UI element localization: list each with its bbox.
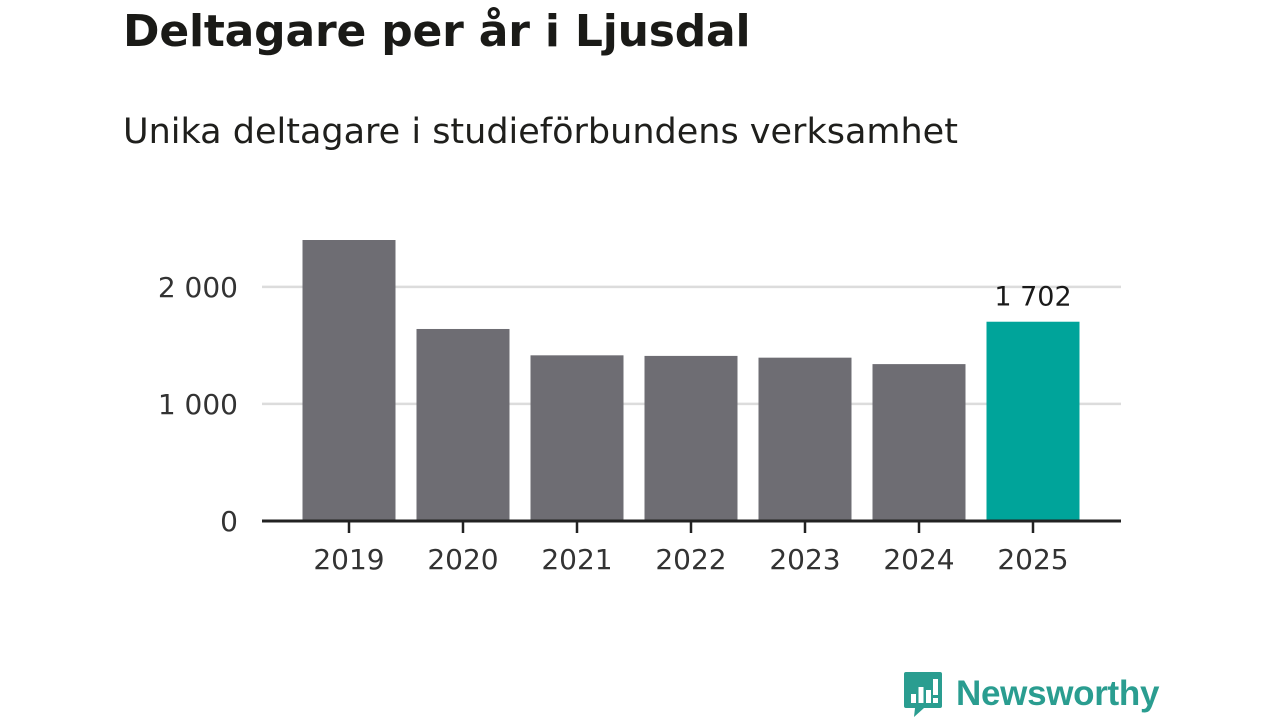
bar-2020 xyxy=(416,328,510,521)
bar-2022 xyxy=(644,355,738,521)
bar-2023 xyxy=(758,357,852,521)
newsworthy-logo-icon xyxy=(904,672,942,717)
bar-2025 xyxy=(986,321,1080,521)
x-tick-label: 2022 xyxy=(655,543,726,576)
chart-title: Deltagare per år i Ljusdal xyxy=(123,6,751,57)
x-tick-label: 2019 xyxy=(313,543,384,576)
x-tick-label: 2020 xyxy=(427,543,498,576)
bars xyxy=(302,240,1080,521)
newsworthy-logo: Newsworthy xyxy=(902,670,1159,718)
y-tick-label: 1 000 xyxy=(158,388,238,421)
x-tick-label: 2021 xyxy=(541,543,612,576)
y-tick-label: 0 xyxy=(220,505,238,538)
axes xyxy=(262,519,1121,533)
x-tick-label: 2023 xyxy=(769,543,840,576)
x-tick-label: 2024 xyxy=(883,543,954,576)
bar-2021 xyxy=(530,355,624,521)
bar-2024 xyxy=(872,364,966,521)
chart-subtitle: Unika deltagare i studieförbundens verks… xyxy=(123,112,958,152)
y-tick-label: 2 000 xyxy=(158,271,238,304)
data-label: 1 702 xyxy=(994,282,1071,313)
bar-2019 xyxy=(302,240,396,521)
labels: 0 1 000 2 000 2019 2020 2021 2022 2023 2024 2025 1… xyxy=(158,271,1072,576)
x-tick-label: 2025 xyxy=(997,543,1068,576)
newsworthy-logo-text: Newsworthy xyxy=(956,674,1160,713)
